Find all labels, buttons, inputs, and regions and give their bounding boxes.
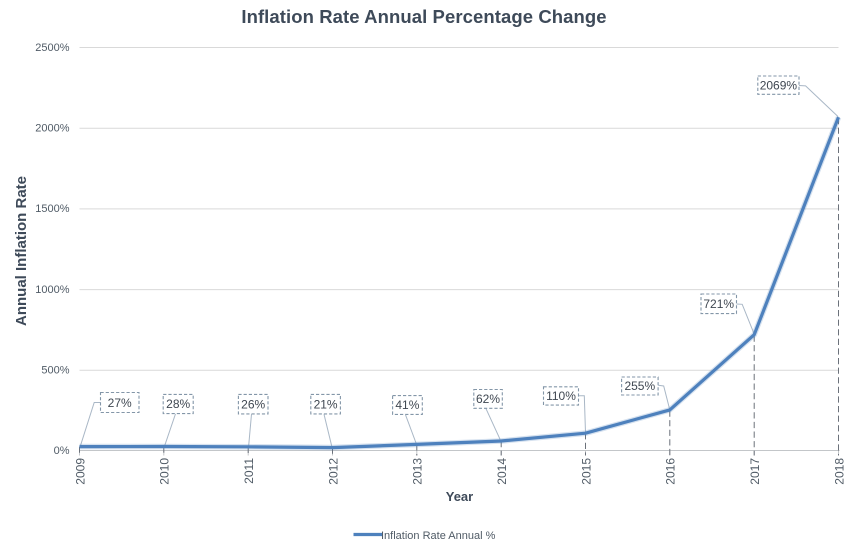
svg-text:21%: 21% [314, 397, 338, 411]
svg-text:41%: 41% [395, 398, 419, 412]
svg-text:2016: 2016 [664, 458, 678, 485]
svg-text:2069%: 2069% [760, 78, 798, 92]
svg-text:62%: 62% [476, 392, 500, 406]
svg-text:Inflation Rate Annual Percenta: Inflation Rate Annual Percentage Change [241, 6, 606, 27]
svg-text:2012: 2012 [326, 458, 340, 485]
svg-text:2010: 2010 [158, 458, 172, 485]
svg-text:Year: Year [446, 489, 473, 504]
svg-text:2011: 2011 [242, 458, 256, 484]
svg-text:26%: 26% [241, 397, 265, 411]
svg-text:28%: 28% [166, 397, 190, 411]
svg-text:500%: 500% [41, 365, 69, 377]
svg-text:110%: 110% [546, 389, 576, 403]
svg-text:2500%: 2500% [35, 42, 69, 54]
svg-text:2009: 2009 [73, 458, 87, 485]
svg-text:Inflation Rate Annual %: Inflation Rate Annual % [381, 530, 496, 542]
svg-text:27%: 27% [108, 396, 132, 410]
svg-text:255%: 255% [624, 379, 655, 393]
svg-text:2018: 2018 [832, 458, 846, 485]
svg-text:721%: 721% [703, 297, 734, 311]
svg-text:2014: 2014 [495, 458, 509, 485]
svg-text:1500%: 1500% [35, 203, 69, 215]
svg-text:Annual Inflation Rate: Annual Inflation Rate [13, 176, 30, 326]
svg-text:2017: 2017 [748, 458, 762, 485]
svg-text:2015: 2015 [579, 458, 593, 485]
svg-text:1000%: 1000% [35, 284, 69, 296]
svg-text:2013: 2013 [411, 458, 425, 485]
svg-text:2000%: 2000% [35, 123, 69, 135]
svg-text:0%: 0% [54, 445, 70, 457]
